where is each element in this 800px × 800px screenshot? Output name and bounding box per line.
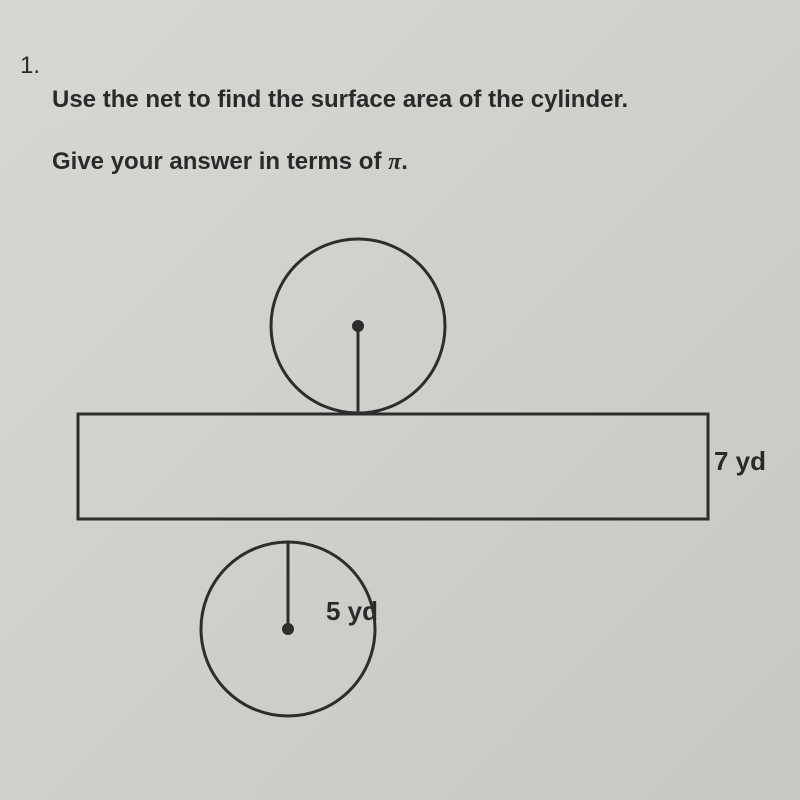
instruction-line-2: Give your answer in terms of π. [52, 148, 408, 176]
radius-label: 5 yd [326, 596, 378, 627]
question-number: 1. [20, 52, 40, 80]
cylinder-net-diagram [52, 230, 752, 730]
net-rectangle [78, 414, 708, 519]
pi-symbol: π [388, 149, 401, 175]
height-label: 7 yd [714, 446, 766, 477]
instruction-prefix: Give your answer in terms of [52, 148, 388, 175]
instruction-suffix: . [401, 148, 408, 175]
diagram-svg [52, 230, 752, 730]
instruction-line-1: Use the net to find the surface area of … [52, 86, 628, 114]
